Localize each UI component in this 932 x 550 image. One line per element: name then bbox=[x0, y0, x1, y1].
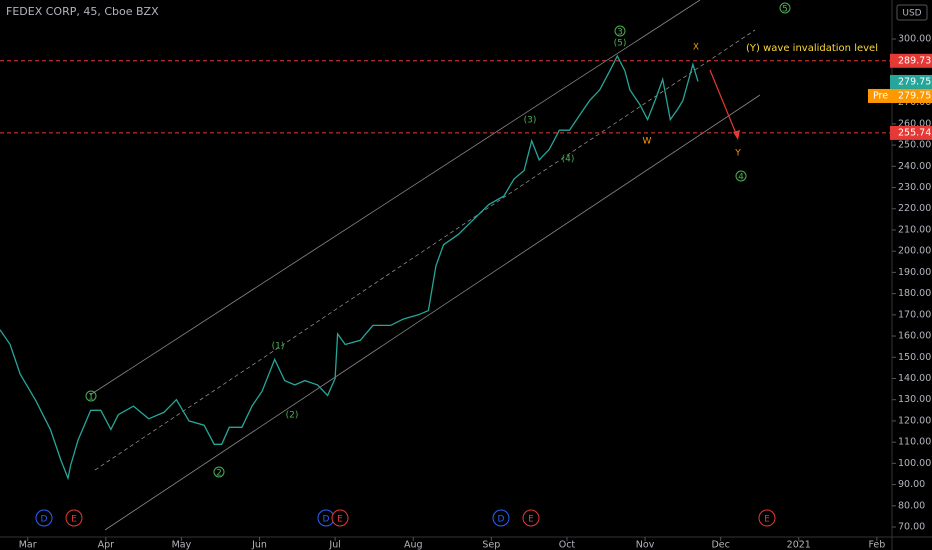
pre-label: Pre bbox=[873, 90, 888, 101]
y-tick-label: 180.00 bbox=[898, 288, 931, 299]
wave-label: W bbox=[643, 137, 652, 147]
event[interactable]: D bbox=[41, 515, 48, 525]
event[interactable]: E bbox=[764, 515, 770, 525]
wave-label: (1) bbox=[272, 342, 285, 352]
y-tick-label: 130.00 bbox=[898, 394, 931, 405]
y-tick-label: 170.00 bbox=[898, 309, 931, 320]
channel-upper bbox=[89, 0, 701, 396]
y-tick-label: 240.00 bbox=[898, 161, 931, 172]
x-tick-label: Dec bbox=[711, 540, 729, 550]
wave-label: 5 bbox=[782, 5, 788, 15]
wave-label: (2) bbox=[286, 411, 299, 421]
y-tick-label: 120.00 bbox=[898, 415, 931, 426]
y-tick-label: 90.00 bbox=[898, 479, 925, 490]
y-tick-label: 200.00 bbox=[898, 246, 931, 257]
currency[interactable]: USD bbox=[902, 9, 921, 19]
x-tick-label: Sep bbox=[482, 540, 500, 550]
x-tick-label: Aug bbox=[404, 540, 423, 550]
last-price: 279.75 bbox=[898, 76, 931, 87]
wave-label: 1 bbox=[88, 393, 94, 403]
price-line bbox=[0, 54, 699, 481]
x-tick-label: May bbox=[172, 540, 192, 550]
y-tick-label: 220.00 bbox=[898, 203, 931, 214]
events bbox=[35, 509, 776, 527]
currency-box[interactable] bbox=[896, 4, 928, 21]
channel-lower bbox=[104, 94, 761, 531]
level-box bbox=[890, 53, 932, 68]
wave-label: 4 bbox=[738, 173, 744, 183]
wave-label: (4) bbox=[562, 155, 575, 165]
x-tick-label: 2021 bbox=[787, 540, 811, 550]
invalidation-label: (Y) wave invalidation level bbox=[746, 43, 878, 54]
event[interactable]: E bbox=[337, 515, 343, 525]
waves bbox=[85, 2, 791, 478]
event[interactable]: E bbox=[71, 515, 77, 525]
y-tick-label: 160.00 bbox=[898, 331, 931, 342]
event[interactable]: D bbox=[323, 515, 330, 525]
event[interactable]: E bbox=[528, 515, 534, 525]
x-tick-label: Nov bbox=[636, 540, 655, 550]
y-tick-label: 100.00 bbox=[898, 458, 931, 469]
arrow bbox=[709, 69, 738, 137]
chart-title: FEDEX CORP, 45, Cboe BZX bbox=[6, 5, 159, 18]
y-tick-label: 190.00 bbox=[898, 267, 931, 278]
y-tick-label: 300.00 bbox=[898, 33, 931, 44]
level-box bbox=[890, 125, 932, 140]
x-tick-label: Jun bbox=[251, 540, 267, 550]
channel-mid bbox=[94, 29, 756, 471]
level-label: 255.74 bbox=[898, 127, 931, 138]
event[interactable]: D bbox=[498, 515, 505, 525]
arrow-head bbox=[733, 130, 740, 140]
y-tick-label: 110.00 bbox=[898, 437, 931, 448]
pre-box bbox=[868, 88, 932, 103]
x-tick-label: Jul bbox=[328, 540, 340, 550]
y-tick-label: 150.00 bbox=[898, 352, 931, 363]
x-tick-label: Apr bbox=[98, 540, 115, 550]
wave-label: 3 bbox=[617, 28, 623, 38]
y-tick-label: 250.00 bbox=[898, 140, 931, 151]
wave-label: (3) bbox=[524, 116, 537, 126]
x-tick-label: Feb bbox=[868, 540, 885, 550]
wave-label: Y bbox=[734, 149, 741, 159]
pre-price: 279.75 bbox=[898, 90, 931, 101]
y-tick-label: 230.00 bbox=[898, 182, 931, 193]
y-tick-label: 80.00 bbox=[898, 500, 925, 511]
y-tick-label: 260.00 bbox=[898, 118, 931, 129]
y-tick-label: 70.00 bbox=[898, 522, 925, 533]
wave-label: X bbox=[693, 43, 699, 53]
channel bbox=[89, 0, 761, 531]
y-tick-label: 210.00 bbox=[898, 224, 931, 235]
wave-label: 2 bbox=[216, 469, 222, 479]
y-tick-label: 140.00 bbox=[898, 373, 931, 384]
last-price-box bbox=[890, 74, 932, 89]
level-label: 289.73 bbox=[898, 55, 931, 66]
x-tick-label: Mar bbox=[19, 540, 37, 550]
x-tick-label: Oct bbox=[559, 540, 576, 550]
wave-label: (5) bbox=[614, 39, 627, 49]
